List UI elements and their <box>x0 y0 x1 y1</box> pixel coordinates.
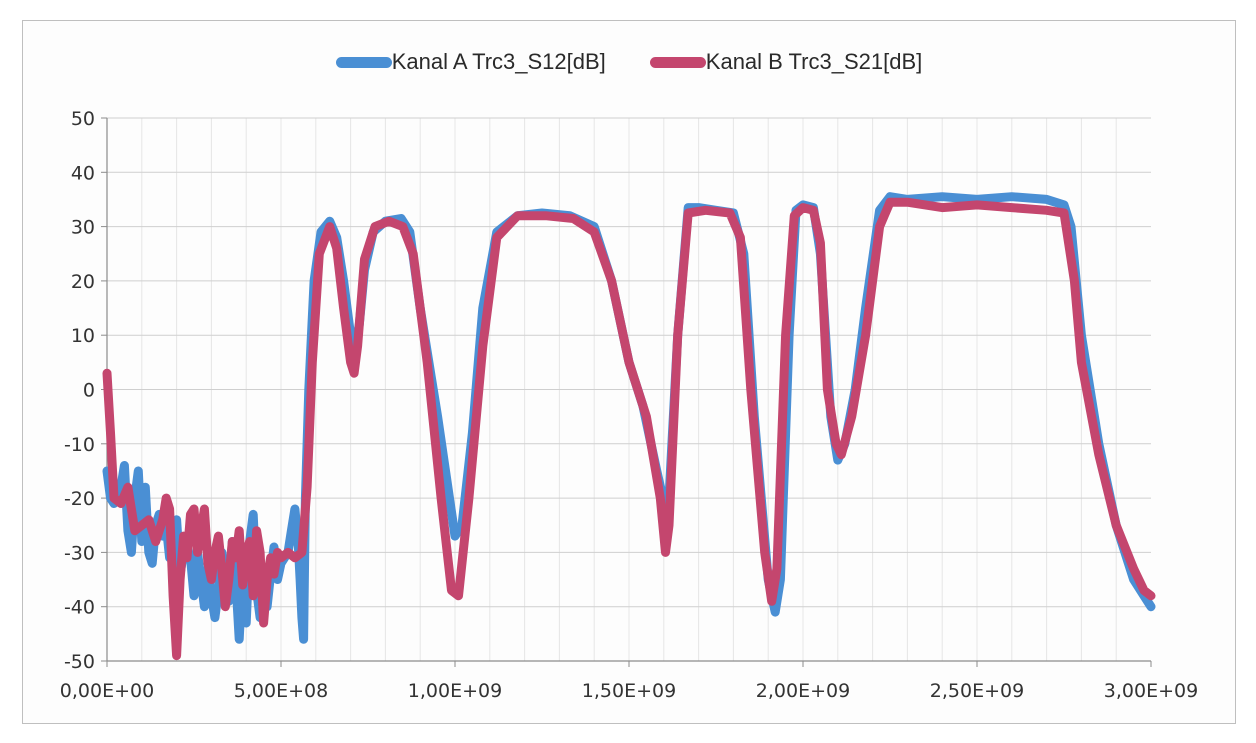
x-tick-label: 0,00E+00 <box>60 680 154 702</box>
x-tick-label: 2,50E+09 <box>930 680 1024 702</box>
legend-item-kanal-a: Kanal A Trc3_S12[dB] <box>335 49 606 75</box>
y-tick-label: -10 <box>64 434 95 456</box>
y-tick-label: 20 <box>71 271 95 293</box>
legend-label-kanal-b: Kanal B Trc3_S21[dB] <box>705 49 923 74</box>
chart-frame: Kanal A Trc3_S12[dB] Kanal B Trc3_S21[dB… <box>22 20 1236 724</box>
y-tick-label: 50 <box>71 108 95 130</box>
y-tick-label: -30 <box>64 542 95 564</box>
y-tick-label: 40 <box>71 162 95 184</box>
y-tick-label: 0 <box>83 380 95 402</box>
x-tick-label: 3,00E+09 <box>1104 680 1198 702</box>
y-tick-label: -40 <box>64 597 95 619</box>
y-tick-label: -50 <box>64 651 95 673</box>
y-tick-label: 30 <box>71 217 95 239</box>
legend-swatch-kanal-b <box>649 56 706 68</box>
legend-label-kanal-a: Kanal A Trc3_S12[dB] <box>391 49 606 74</box>
y-tick-label: 10 <box>71 325 95 347</box>
x-tick-label: 2,00E+09 <box>756 680 850 702</box>
legend: Kanal A Trc3_S12[dB] Kanal B Trc3_S21[dB… <box>23 49 1235 75</box>
legend-item-kanal-b: Kanal B Trc3_S21[dB] <box>649 49 923 75</box>
x-tick-label: 5,00E+08 <box>234 680 328 702</box>
plot-area: 50 40 30 20 10 0 -10 -20 -30 -40 -50 0,00E+00 5,00E+… <box>60 108 1198 702</box>
x-tick-label: 1,00E+09 <box>408 680 502 702</box>
x-tick-label: 1,50E+09 <box>582 680 676 702</box>
legend-swatch-kanal-a <box>335 56 392 68</box>
y-tick-label: -20 <box>64 488 95 510</box>
series-line-kanal-b <box>102 197 1156 661</box>
